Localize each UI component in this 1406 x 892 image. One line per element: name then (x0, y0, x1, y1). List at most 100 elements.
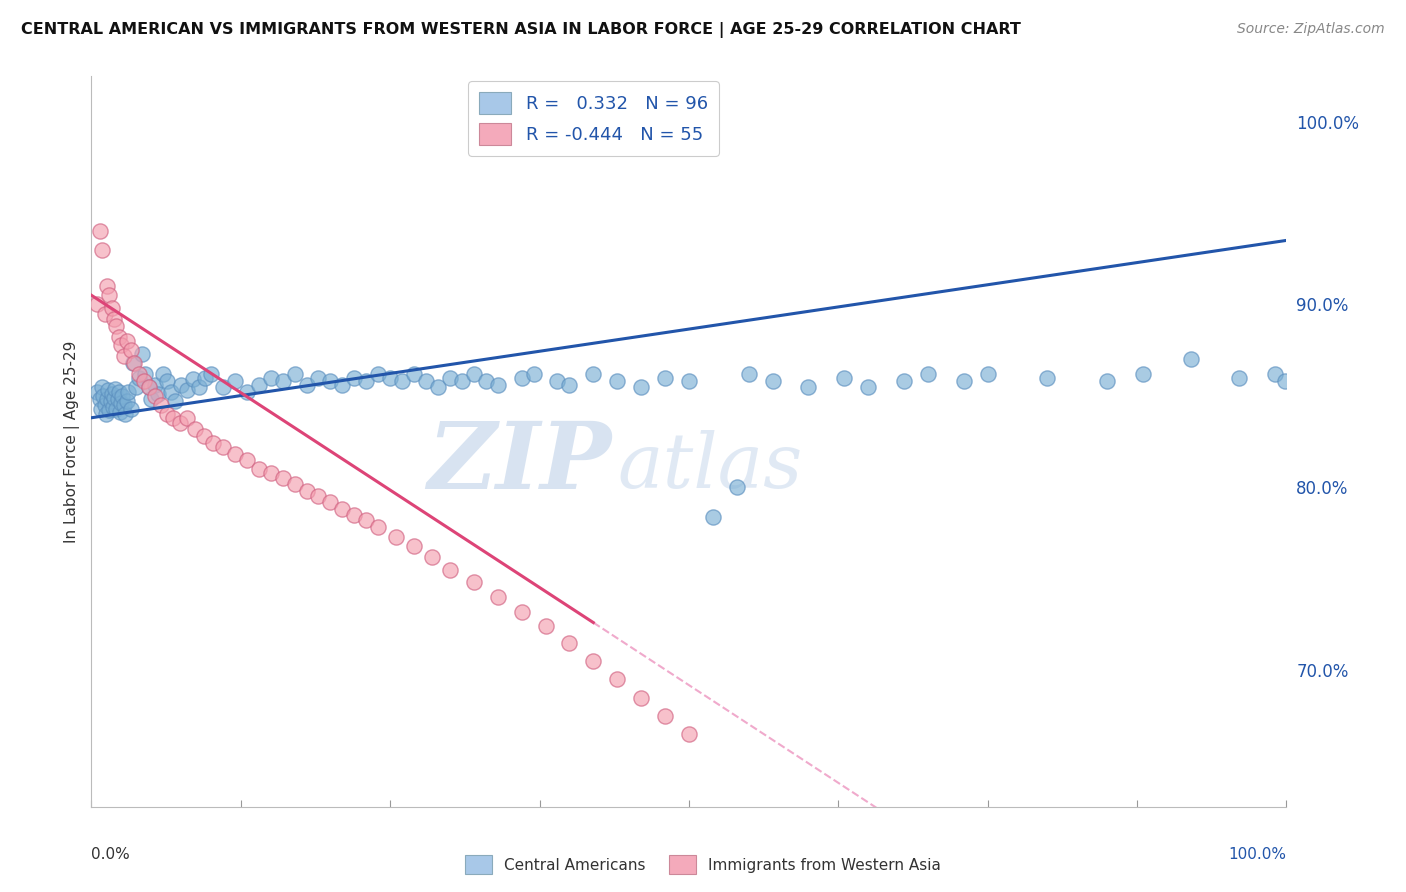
Point (976, 367, 998, 381)
Point (91, 380, 114, 394)
Point (96, 279, 118, 293)
Point (343, 370, 366, 384)
Point (420, 549, 443, 564)
Point (235, 385, 259, 400)
Point (148, 387, 170, 401)
Point (101, 400, 124, 414)
Text: 0.0%: 0.0% (91, 847, 131, 863)
Text: CENTRAL AMERICAN VS IMMIGRANTS FROM WESTERN ASIA IN LABOR FORCE | AGE 25-29 CORR: CENTRAL AMERICAN VS IMMIGRANTS FROM WEST… (21, 22, 1021, 38)
Point (163, 394, 186, 409)
Point (114, 407, 136, 421)
Point (856, 380, 880, 394)
Point (1180, 352, 1202, 367)
Point (558, 635, 581, 649)
Point (169, 416, 191, 430)
Point (678, 374, 700, 388)
Point (128, 367, 150, 381)
Point (86, 385, 108, 400)
Point (319, 374, 342, 388)
Point (486, 377, 509, 392)
Point (122, 356, 145, 370)
Point (184, 422, 207, 436)
Point (439, 562, 461, 576)
Point (100, 394, 122, 409)
Point (474, 374, 498, 388)
Point (89, 224, 111, 238)
Point (170, 377, 193, 392)
Point (111, 389, 134, 403)
Point (547, 374, 569, 388)
Point (1036, 370, 1059, 384)
Point (391, 374, 413, 388)
Point (110, 396, 132, 410)
Point (141, 392, 162, 407)
Point (1097, 374, 1119, 388)
Point (558, 377, 581, 392)
Point (93, 398, 115, 412)
Point (404, 367, 426, 381)
Point (953, 374, 976, 388)
Point (143, 377, 166, 392)
Point (202, 436, 225, 450)
Point (761, 374, 783, 388)
Text: ZIP: ZIP (427, 418, 612, 508)
Point (385, 530, 408, 544)
Text: atlas: atlas (617, 430, 803, 504)
Point (211, 380, 233, 394)
Point (211, 440, 233, 454)
Point (654, 370, 676, 384)
Point (124, 380, 146, 394)
Point (138, 380, 160, 394)
Point (606, 374, 628, 388)
Point (332, 377, 354, 392)
Point (117, 385, 139, 400)
Point (96, 392, 118, 407)
Point (110, 337, 132, 351)
Point (307, 370, 329, 384)
Point (259, 370, 281, 384)
Point (367, 520, 389, 534)
Point (103, 391, 125, 405)
Point (439, 370, 461, 384)
Point (1132, 367, 1154, 381)
Point (108, 330, 131, 344)
Point (415, 374, 437, 388)
Point (193, 429, 215, 443)
Point (354, 374, 377, 388)
Point (152, 367, 174, 381)
Point (486, 590, 509, 604)
Point (463, 367, 485, 381)
Point (100, 387, 122, 401)
Point (271, 374, 294, 388)
Point (160, 385, 183, 400)
Point (90, 401, 112, 416)
Point (235, 453, 259, 467)
Point (247, 377, 270, 392)
Point (138, 380, 160, 394)
Point (247, 462, 270, 476)
Point (156, 407, 179, 421)
Point (104, 382, 127, 396)
Point (1227, 370, 1250, 384)
Point (378, 370, 402, 384)
Point (131, 347, 153, 361)
Point (354, 513, 377, 527)
Point (630, 380, 652, 394)
Point (134, 367, 156, 381)
Point (107, 392, 129, 407)
Point (181, 372, 204, 386)
Point (105, 401, 128, 416)
Point (128, 370, 150, 384)
Point (86, 297, 108, 311)
Point (115, 394, 138, 409)
Point (200, 367, 222, 381)
Point (156, 374, 179, 388)
Point (1274, 374, 1296, 388)
Point (450, 374, 472, 388)
Point (93, 389, 114, 403)
Point (917, 367, 939, 381)
Point (510, 370, 533, 384)
Point (893, 374, 915, 388)
Point (582, 367, 605, 381)
Point (523, 367, 546, 381)
